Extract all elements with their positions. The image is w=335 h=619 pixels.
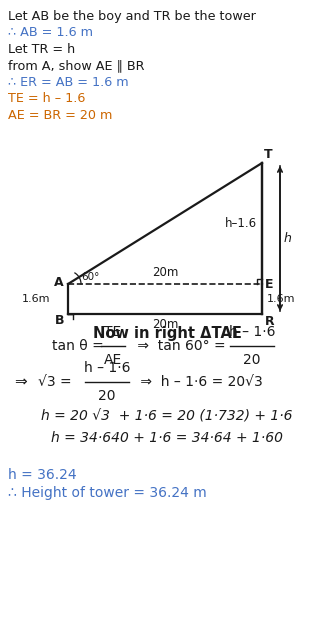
Text: ⇒  tan 60° =: ⇒ tan 60° = [133, 339, 226, 353]
Text: h – 1·6: h – 1·6 [84, 361, 130, 375]
Text: ⇒  h – 1·6 = 20√3: ⇒ h – 1·6 = 20√3 [136, 375, 263, 389]
Text: AE = BR = 20 m: AE = BR = 20 m [8, 109, 112, 122]
Text: 60°: 60° [81, 272, 99, 282]
Text: 1.6m: 1.6m [267, 294, 295, 304]
Text: R: R [265, 315, 275, 328]
Text: 1.6m: 1.6m [21, 294, 50, 304]
Text: 20: 20 [98, 389, 116, 403]
Text: ∴ ER = AB = 1.6 m: ∴ ER = AB = 1.6 m [8, 76, 129, 89]
Text: TE = h – 1.6: TE = h – 1.6 [8, 92, 85, 105]
Text: AE: AE [104, 353, 122, 367]
Text: h = 36.24: h = 36.24 [8, 468, 77, 482]
Text: h – 1·6: h – 1·6 [229, 325, 275, 339]
Text: Let AB be the boy and TR be the tower: Let AB be the boy and TR be the tower [8, 10, 256, 23]
Text: ∴ AB = 1.6 m: ∴ AB = 1.6 m [8, 27, 93, 40]
Text: 20m: 20m [152, 318, 178, 331]
Text: Let TR = h: Let TR = h [8, 43, 75, 56]
Text: A: A [54, 277, 64, 290]
Text: ∴ Height of tower = 36.24 m: ∴ Height of tower = 36.24 m [8, 486, 207, 500]
Text: h = 34·640 + 1·6 = 34·64 + 1·60: h = 34·640 + 1·6 = 34·64 + 1·60 [51, 431, 283, 445]
Text: √3 =: √3 = [38, 375, 72, 389]
Text: from A, show AE ∥ BR: from A, show AE ∥ BR [8, 59, 144, 72]
Text: Now in right ΔTAE: Now in right ΔTAE [92, 326, 242, 341]
Text: E: E [265, 277, 273, 290]
Text: ⇒: ⇒ [14, 374, 27, 389]
Text: h = 20 √3  + 1·6 = 20 (1·732) + 1·6: h = 20 √3 + 1·6 = 20 (1·732) + 1·6 [41, 409, 293, 423]
Text: h: h [284, 232, 292, 245]
Text: B: B [55, 314, 64, 327]
Text: h–1.6: h–1.6 [225, 217, 257, 230]
Text: 20m: 20m [152, 266, 178, 279]
Text: T: T [264, 148, 273, 161]
Text: tan θ =: tan θ = [52, 339, 104, 353]
Text: TE: TE [105, 325, 122, 339]
Text: 20: 20 [243, 353, 261, 367]
